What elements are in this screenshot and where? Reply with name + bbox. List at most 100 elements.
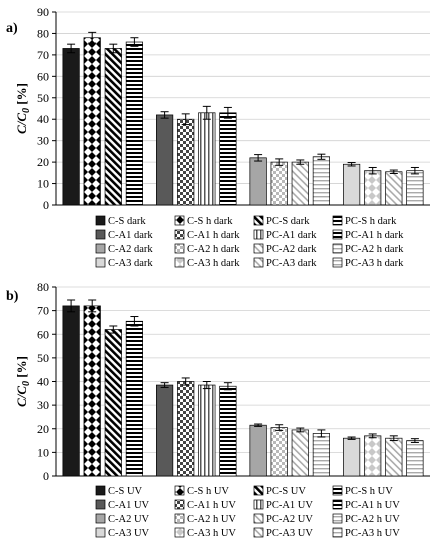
y-tick-label: 40 bbox=[37, 375, 49, 389]
bar bbox=[343, 437, 361, 477]
legend-swatch bbox=[253, 215, 264, 226]
legend-swatch bbox=[253, 257, 264, 268]
legend-label: PC-A1 dark bbox=[266, 230, 317, 241]
legend-swatch bbox=[253, 513, 264, 524]
y-tick-label: 80 bbox=[37, 26, 49, 40]
legend-label: PC-A2 UV bbox=[266, 514, 313, 525]
bar bbox=[125, 320, 144, 477]
y-tick-label: 30 bbox=[37, 134, 49, 148]
bar bbox=[270, 427, 288, 477]
legend-swatch bbox=[332, 527, 343, 538]
legend-label: C-A3 UV bbox=[108, 528, 150, 539]
legend-label: C-S h dark bbox=[187, 216, 233, 227]
bar bbox=[312, 433, 330, 477]
legend-label: C-S h UV bbox=[187, 486, 229, 497]
bar bbox=[104, 329, 122, 477]
y-tick-label: 50 bbox=[37, 351, 49, 365]
legend-swatch bbox=[95, 499, 106, 510]
legend-label: PC-A2 h UV bbox=[345, 514, 400, 525]
bar bbox=[249, 157, 267, 206]
legend-label: C-A2 h UV bbox=[187, 514, 236, 525]
legend-label: C-S UV bbox=[108, 486, 143, 497]
legend-swatch bbox=[332, 229, 343, 240]
bar bbox=[364, 435, 382, 477]
legend-label: PC-A3 h dark bbox=[345, 258, 404, 269]
legend-label: PC-S UV bbox=[266, 486, 306, 497]
bar bbox=[406, 170, 424, 206]
legend-label: C-A3 h UV bbox=[187, 528, 236, 539]
bar bbox=[83, 305, 101, 477]
bar bbox=[104, 48, 122, 206]
legend-label: PC-A3 dark bbox=[266, 258, 317, 269]
legend-label: PC-S h UV bbox=[345, 486, 393, 497]
legend-label: PC-A1 h dark bbox=[345, 230, 404, 241]
legend-swatch bbox=[95, 485, 106, 496]
legend-label: PC-S h dark bbox=[345, 216, 397, 227]
y-tick-label: 80 bbox=[37, 280, 49, 294]
y-tick-label: 70 bbox=[37, 48, 49, 62]
y-tick-label: 40 bbox=[37, 112, 49, 126]
legend-label: C-A1 h dark bbox=[187, 230, 240, 241]
y-tick-label: 0 bbox=[43, 469, 49, 483]
y-tick-label: 20 bbox=[37, 155, 49, 169]
legend-label: C-A1 UV bbox=[108, 500, 150, 511]
legend-swatch bbox=[174, 229, 185, 240]
legend-swatch bbox=[95, 229, 106, 240]
legend-label: PC-S dark bbox=[266, 216, 310, 227]
legend-label: PC-A3 h UV bbox=[345, 528, 400, 539]
legend-swatch bbox=[174, 243, 185, 254]
panel-label: a) bbox=[6, 21, 18, 36]
y-tick-label: 70 bbox=[37, 304, 49, 318]
legend-swatch bbox=[332, 257, 343, 268]
legend-swatch bbox=[174, 485, 185, 496]
legend-label: C-A2 dark bbox=[108, 244, 153, 255]
legend-swatch bbox=[174, 257, 185, 268]
legend-label: C-A1 h UV bbox=[187, 500, 236, 511]
bar bbox=[312, 156, 330, 206]
legend-swatch bbox=[95, 215, 106, 226]
legend-swatch bbox=[253, 499, 264, 510]
legend-swatch bbox=[174, 513, 185, 524]
legend-swatch bbox=[332, 243, 343, 254]
legend-swatch bbox=[174, 499, 185, 510]
bar bbox=[83, 37, 101, 206]
legend-label: C-A1 dark bbox=[108, 230, 153, 241]
bar bbox=[270, 161, 288, 206]
legend-swatch bbox=[95, 513, 106, 524]
bar bbox=[406, 440, 424, 477]
bar bbox=[385, 437, 403, 477]
bar bbox=[291, 429, 309, 477]
legend-swatch bbox=[332, 513, 343, 524]
panel-label: b) bbox=[6, 289, 19, 304]
chart-panel-a: a) 0 10 20 30 40 50 60 70 80 90 C/C0 [%] C-S dark C-S… bbox=[6, 5, 430, 269]
y-tick-label: 60 bbox=[37, 327, 49, 341]
bar bbox=[364, 170, 382, 206]
bar bbox=[198, 112, 216, 206]
y-axis-label: C/C0 [%] bbox=[14, 356, 32, 407]
legend-swatch bbox=[332, 485, 343, 496]
legend-label: PC-A1 h UV bbox=[345, 500, 400, 511]
bar bbox=[156, 384, 174, 477]
y-tick-label: 10 bbox=[37, 177, 49, 191]
legend-label: PC-A2 dark bbox=[266, 244, 317, 255]
y-axis-label: C/C0 [%] bbox=[14, 83, 32, 134]
legend-swatch bbox=[95, 257, 106, 268]
legend-swatch bbox=[253, 243, 264, 254]
bar bbox=[343, 163, 361, 206]
bar bbox=[177, 118, 195, 206]
y-tick-label: 30 bbox=[37, 398, 49, 412]
legend-swatch bbox=[332, 215, 343, 226]
legend-label: C-S dark bbox=[108, 216, 146, 227]
y-tick-label: 90 bbox=[37, 5, 49, 19]
bar bbox=[249, 424, 267, 477]
bar bbox=[291, 161, 309, 206]
legend-swatch bbox=[253, 527, 264, 538]
y-tick-label: 20 bbox=[37, 422, 49, 436]
legend-swatch bbox=[332, 499, 343, 510]
legend-swatch bbox=[253, 485, 264, 496]
legend-label: PC-A3 UV bbox=[266, 528, 313, 539]
legend-label: PC-A2 h dark bbox=[345, 244, 404, 255]
y-tick-label: 10 bbox=[37, 445, 49, 459]
legend-label: C-A2 h dark bbox=[187, 244, 240, 255]
